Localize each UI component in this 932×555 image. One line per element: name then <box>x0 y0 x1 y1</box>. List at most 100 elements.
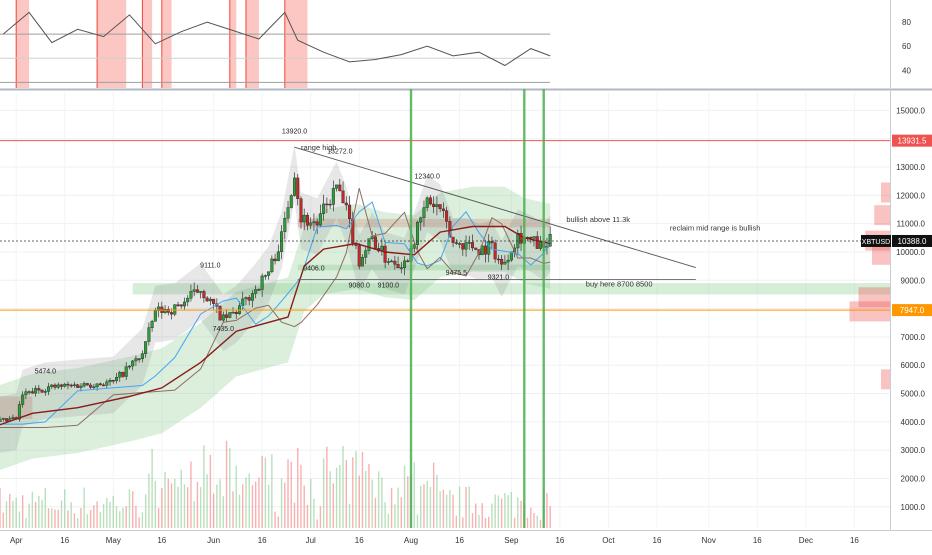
ichimoku-cloud <box>0 186 551 471</box>
time-tick-label: 16 <box>653 536 662 545</box>
candle-body <box>66 383 70 386</box>
candle-body <box>519 233 523 244</box>
candle-body <box>373 236 377 249</box>
volume-bar <box>5 501 8 528</box>
candle-body <box>221 314 225 321</box>
candle-body <box>435 204 439 208</box>
oscillator-panel <box>0 0 890 88</box>
candle-body <box>448 221 452 238</box>
candle-body <box>163 309 167 313</box>
candle-body <box>532 236 536 239</box>
candle-body <box>21 394 25 405</box>
price-level-marker <box>892 304 932 317</box>
volume-bar <box>76 518 79 528</box>
axes: 80604015000.014000.013000.012000.011000.… <box>10 18 932 545</box>
time-tick-label: Sep <box>504 536 519 545</box>
volume-bar <box>115 506 118 528</box>
volume-bar <box>102 503 105 528</box>
candle-body <box>422 207 426 219</box>
candle-body <box>370 236 374 239</box>
volume-bar <box>510 491 513 528</box>
price-label: 9080.0 <box>349 282 371 289</box>
volume-bar <box>135 505 137 528</box>
volume-bar <box>539 519 542 528</box>
candle-body <box>147 327 151 342</box>
candle-body <box>270 258 274 272</box>
volume-bar <box>394 504 396 528</box>
price-label: 9406.0 <box>303 265 325 272</box>
time-tick-label: 16 <box>60 536 69 545</box>
volume-bar <box>526 517 529 528</box>
volume-bar <box>517 497 519 528</box>
candle-body <box>208 298 212 302</box>
candle-body <box>451 236 455 243</box>
price-tick-label: 12000.0 <box>896 191 925 200</box>
time-tick-label: 16 <box>753 536 762 545</box>
volume-bar <box>64 489 66 528</box>
candle-body <box>273 258 277 262</box>
oscillator-line <box>2 11 551 67</box>
candle-body <box>428 197 432 205</box>
candle-body <box>134 358 138 362</box>
volume-bar <box>416 514 419 528</box>
volume-bar <box>287 459 289 528</box>
price-label: 13272.0 <box>327 149 352 156</box>
candle-body <box>328 203 332 206</box>
volume-bar <box>442 489 445 528</box>
price-tick-label: 7000.0 <box>901 333 926 342</box>
volume-bar <box>54 509 56 528</box>
candle-body <box>115 377 119 381</box>
chart-annotation: range high <box>301 143 336 152</box>
volume-bar <box>397 487 399 528</box>
volume-bar <box>70 502 72 528</box>
candle-body <box>179 304 183 307</box>
volume-bar <box>15 497 17 528</box>
volume-bar <box>131 491 134 528</box>
volume-bar <box>229 448 231 528</box>
volume-bar <box>465 487 467 528</box>
time-tick-label: Dec <box>799 536 813 545</box>
volume-bar <box>83 487 85 528</box>
candle-body <box>176 304 180 306</box>
time-tick-label: 16 <box>555 536 564 545</box>
baseline-line <box>0 225 551 426</box>
volume-bar <box>355 451 357 528</box>
volume-bar <box>400 497 403 528</box>
volume-profile-bar <box>881 369 890 390</box>
volume-bar <box>280 478 283 528</box>
candle-body <box>503 261 507 265</box>
candle-body <box>286 207 290 219</box>
candle-body <box>293 177 297 196</box>
candle-body <box>17 404 21 420</box>
candle-body <box>111 380 115 382</box>
candle-body <box>173 304 177 315</box>
candle-body <box>445 210 449 222</box>
chart-annotation: reclaim mid range is bullish <box>670 224 760 233</box>
candle-body <box>53 384 57 388</box>
volume-bar <box>478 515 480 528</box>
volume-bar <box>190 461 192 528</box>
volume-bar <box>157 507 160 528</box>
oscillator-tick-label: 40 <box>902 66 911 75</box>
volume-bar <box>0 487 1 528</box>
time-tick-label: 16 <box>455 536 464 545</box>
price-tick-label: 10000.0 <box>896 248 925 257</box>
candle-body <box>166 309 170 313</box>
volume-bar <box>31 491 34 528</box>
candle-body <box>241 298 245 306</box>
volume-bar <box>122 507 124 528</box>
volume-bar <box>196 481 199 528</box>
volume-bar <box>520 500 522 528</box>
candle-body <box>529 236 533 239</box>
price-label: 9321.0 <box>488 274 510 281</box>
chart-annotation: buy here 8700 8500 <box>586 280 653 289</box>
candle-body <box>137 358 141 360</box>
candle-body <box>490 241 494 244</box>
candle-body <box>267 271 271 276</box>
volume-bar <box>80 507 82 528</box>
volume-bar <box>28 503 30 528</box>
candle-body <box>299 198 303 223</box>
volume-bar <box>549 505 551 528</box>
